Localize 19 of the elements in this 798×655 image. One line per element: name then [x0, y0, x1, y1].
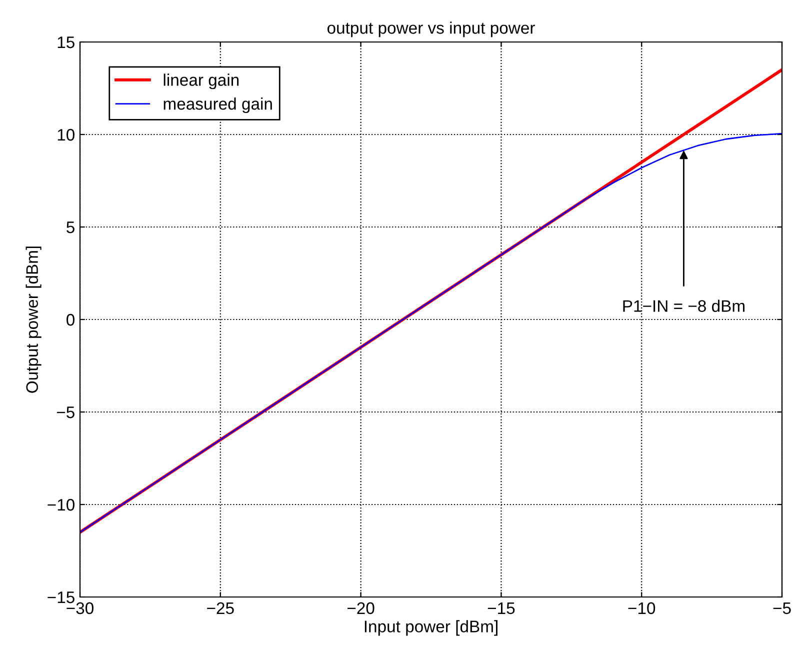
y-tick-label: −10	[48, 498, 74, 511]
y-axis-title: Output power [dBm]	[26, 246, 42, 393]
x-tick-label: −5	[773, 602, 791, 614]
x-tick-label: −15	[488, 602, 515, 614]
legend-label: linear gain	[164, 74, 239, 90]
chart-title: output power vs input power	[327, 22, 535, 38]
annotation: P1−IN = −8 dBm	[623, 300, 744, 312]
x-tick-label: −10	[628, 602, 656, 614]
legend-label: measured gain	[164, 98, 272, 114]
x-tick-label: −25	[207, 602, 234, 614]
x-axis-title: Input power [dBm]	[364, 620, 498, 636]
y-tick-label: −5	[56, 406, 74, 418]
x-tick-label: −30	[66, 602, 94, 614]
y-tick-label: 15	[58, 36, 74, 48]
x-tick-label: −20	[347, 602, 374, 614]
y-tick-label: −15	[48, 592, 74, 604]
y-tick-label: 10	[58, 128, 74, 141]
y-tick-label: 5	[66, 222, 74, 234]
y-tick-label: 0	[66, 314, 74, 326]
